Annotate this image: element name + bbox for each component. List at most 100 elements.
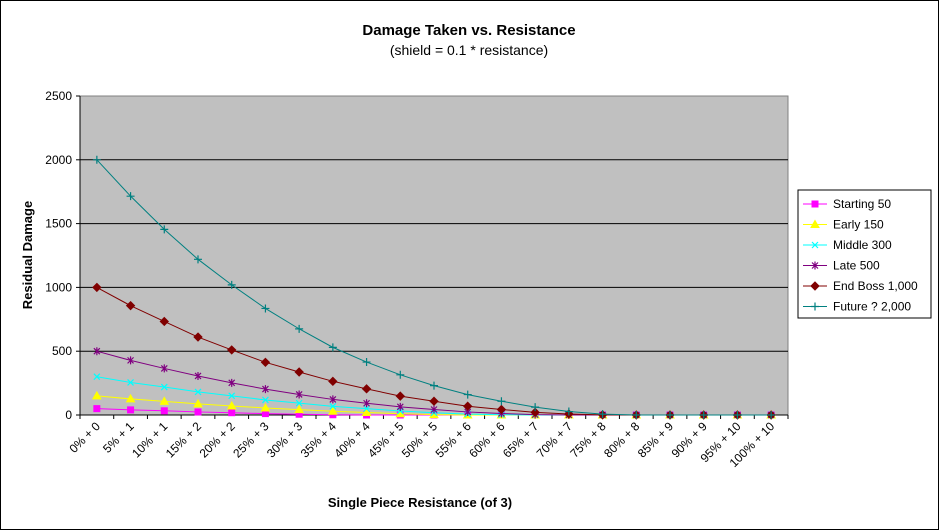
data-point bbox=[194, 388, 202, 396]
data-point bbox=[329, 395, 337, 404]
data-point bbox=[361, 407, 372, 416]
data-point bbox=[93, 347, 101, 356]
data-point bbox=[262, 385, 269, 394]
data-point bbox=[160, 383, 168, 391]
data-point bbox=[93, 405, 101, 413]
data-point bbox=[295, 324, 304, 333]
data-point bbox=[328, 343, 337, 352]
data-point bbox=[93, 373, 101, 381]
data-point bbox=[160, 407, 168, 415]
legend-item: Middle 300 bbox=[803, 238, 892, 252]
legend-marker bbox=[811, 261, 819, 270]
legend-item: End Boss 1,000 bbox=[803, 279, 918, 293]
data-point bbox=[92, 282, 102, 293]
x-tick-label: 80% + 8 bbox=[601, 419, 643, 461]
data-point bbox=[227, 280, 236, 289]
data-point bbox=[531, 403, 540, 412]
data-point bbox=[733, 411, 742, 419]
data-point bbox=[328, 376, 338, 387]
x-tick-label: 40% + 4 bbox=[331, 419, 373, 461]
legend: Starting 50 Early 150 Middle 300 Late 500 En… bbox=[803, 197, 918, 314]
legend-box bbox=[797, 189, 932, 319]
x-tick-label: 15% + 2 bbox=[163, 419, 205, 461]
x-tick-label: 65% + 7 bbox=[500, 419, 542, 461]
data-point bbox=[363, 399, 370, 408]
data-point bbox=[228, 392, 236, 400]
legend-item: Early 150 bbox=[803, 218, 884, 232]
legend-item: Late 500 bbox=[803, 259, 880, 273]
data-point bbox=[294, 367, 304, 377]
data-point bbox=[430, 405, 438, 414]
legend-item: Future ? 2,000 bbox=[803, 300, 911, 314]
data-point bbox=[127, 406, 135, 414]
data-point bbox=[261, 304, 270, 313]
legend-label: Late 500 bbox=[833, 259, 880, 273]
data-point bbox=[125, 300, 136, 311]
data-point bbox=[194, 408, 202, 416]
x-tick-label: 10% + 1 bbox=[129, 419, 171, 461]
data-point bbox=[361, 384, 372, 394]
data-point bbox=[463, 390, 472, 399]
data-point bbox=[666, 411, 674, 419]
data-point bbox=[92, 155, 101, 164]
data-point bbox=[767, 411, 776, 419]
data-point bbox=[430, 381, 438, 390]
legend-marker bbox=[811, 302, 819, 311]
data-point bbox=[193, 332, 203, 342]
plot-area bbox=[79, 95, 789, 416]
data-point bbox=[194, 371, 202, 380]
data-point bbox=[228, 378, 236, 387]
data-point bbox=[294, 404, 305, 414]
data-point bbox=[260, 357, 271, 368]
legend-marker bbox=[810, 219, 820, 228]
data-point bbox=[159, 396, 170, 405]
chart-title: Damage Taken vs. Resistance bbox=[362, 22, 575, 39]
data-point bbox=[125, 393, 136, 403]
y-tick-label: 1000 bbox=[45, 280, 72, 294]
x-axis-title: Single Piece Resistance (of 3) bbox=[328, 495, 512, 510]
legend-marker bbox=[811, 241, 819, 249]
data-point bbox=[91, 390, 102, 400]
legend-label: Starting 50 bbox=[833, 197, 891, 211]
x-tick-label: 60% + 6 bbox=[466, 419, 508, 461]
x-tick-label: 0% + 0 bbox=[66, 419, 103, 456]
series-lines bbox=[91, 155, 777, 420]
legend-marker bbox=[810, 281, 820, 291]
data-point bbox=[160, 364, 168, 373]
data-point bbox=[463, 401, 473, 411]
legend-item: Starting 50 bbox=[803, 197, 891, 211]
y-tick-label: 500 bbox=[52, 344, 72, 358]
data-point bbox=[632, 411, 641, 419]
x-tick-label: 85% + 9 bbox=[635, 419, 677, 461]
data-point bbox=[496, 404, 507, 415]
data-point bbox=[429, 396, 439, 406]
x-tick-label: 55% + 6 bbox=[433, 419, 475, 461]
data-point bbox=[396, 402, 404, 411]
legend-label: Middle 300 bbox=[833, 238, 892, 252]
grid-lines bbox=[80, 159, 788, 352]
data-point bbox=[260, 402, 271, 412]
data-point bbox=[564, 407, 573, 416]
x-tick-label: 20% + 2 bbox=[197, 419, 239, 461]
x-tick-label: 45% + 5 bbox=[365, 419, 407, 461]
data-point bbox=[530, 407, 540, 418]
x-tick-labels: 0% + 05% + 110% + 115% + 220% + 225% + 3… bbox=[66, 419, 777, 470]
legend-label: Future ? 2,000 bbox=[833, 300, 911, 314]
y-tick-label: 1500 bbox=[45, 217, 72, 231]
data-point bbox=[227, 345, 237, 355]
data-point bbox=[497, 397, 506, 406]
data-point bbox=[699, 411, 708, 419]
data-point bbox=[362, 358, 371, 367]
y-tick-label: 0 bbox=[65, 408, 72, 422]
y-axis-title: Residual Damage bbox=[20, 201, 35, 309]
data-point bbox=[598, 410, 607, 419]
data-point bbox=[159, 316, 169, 327]
data-point bbox=[262, 396, 269, 404]
data-point bbox=[329, 402, 337, 410]
data-point bbox=[295, 399, 303, 407]
legend-label: Early 150 bbox=[833, 218, 884, 232]
y-tick-label: 2500 bbox=[45, 89, 72, 103]
series-5 bbox=[92, 155, 776, 419]
data-point bbox=[295, 390, 303, 399]
